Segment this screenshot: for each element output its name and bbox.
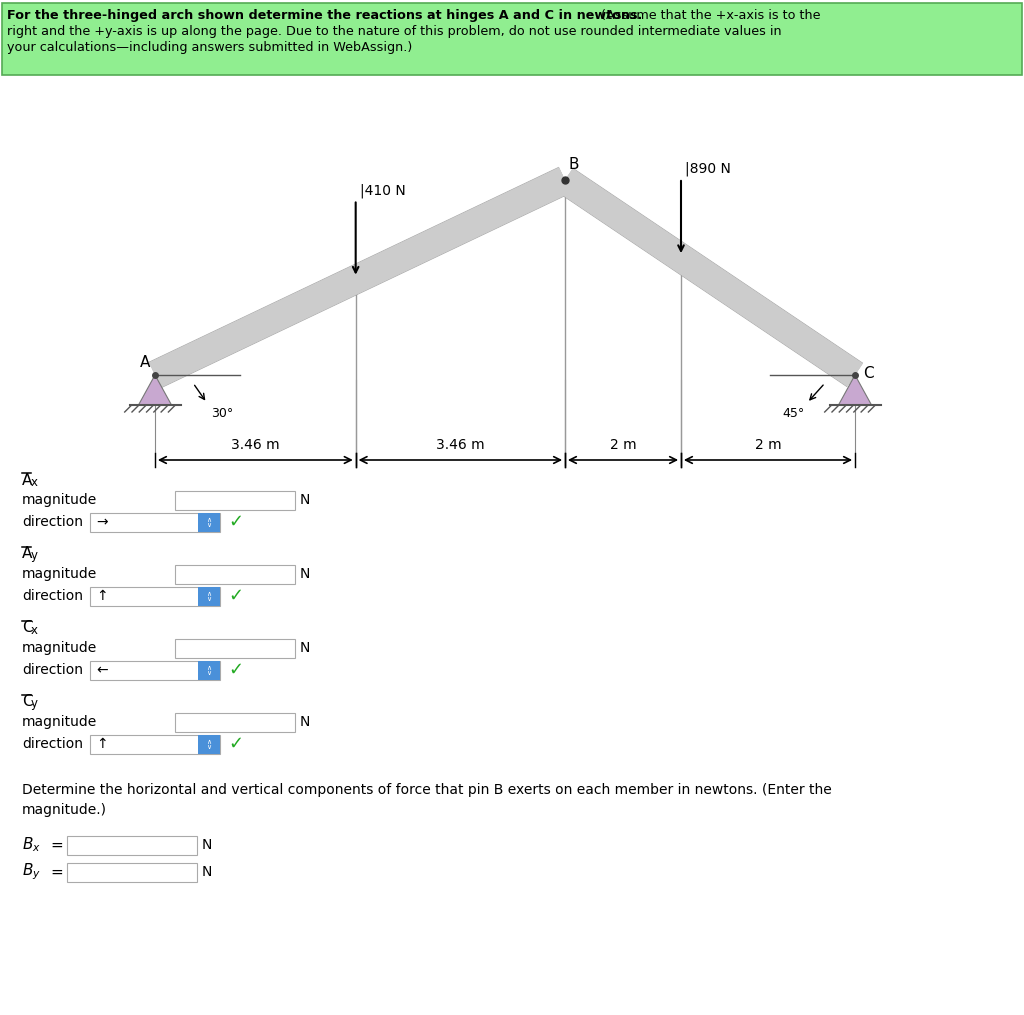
Text: N: N	[202, 838, 212, 852]
Text: x: x	[31, 623, 38, 636]
Text: right and the +y-axis is up along the page. Due to the nature of this problem, d: right and the +y-axis is up along the pa…	[7, 25, 781, 38]
Text: 45°: 45°	[782, 407, 804, 420]
Text: ∨: ∨	[207, 596, 212, 602]
Text: ∧: ∧	[207, 739, 212, 745]
FancyBboxPatch shape	[67, 835, 197, 855]
Text: ✓: ✓	[228, 513, 243, 531]
Text: ✓: ✓	[228, 735, 243, 753]
Text: =: =	[50, 837, 62, 853]
Text: ✓: ✓	[228, 661, 243, 679]
Text: N: N	[300, 567, 310, 581]
Polygon shape	[839, 375, 871, 405]
FancyBboxPatch shape	[198, 661, 220, 679]
Text: C: C	[863, 365, 873, 381]
Text: 2 m: 2 m	[609, 438, 636, 452]
Text: direction: direction	[22, 663, 83, 677]
Text: $B_y$: $B_y$	[22, 862, 41, 882]
Text: ∨: ∨	[207, 670, 212, 676]
Text: N: N	[300, 715, 310, 729]
Text: C: C	[22, 620, 33, 635]
Text: |410 N: |410 N	[359, 183, 406, 198]
FancyBboxPatch shape	[67, 863, 197, 881]
Text: N: N	[300, 641, 310, 655]
Text: ∨: ∨	[207, 522, 212, 528]
Text: →: →	[96, 515, 108, 529]
Text: A: A	[139, 355, 150, 370]
FancyBboxPatch shape	[90, 513, 220, 532]
Text: y: y	[31, 697, 38, 710]
FancyBboxPatch shape	[90, 661, 220, 679]
FancyBboxPatch shape	[175, 713, 295, 732]
Text: Determine the horizontal and vertical components of force that pin B exerts on e: Determine the horizontal and vertical co…	[22, 783, 831, 797]
FancyBboxPatch shape	[175, 490, 295, 510]
Text: B: B	[569, 157, 580, 172]
FancyBboxPatch shape	[90, 587, 220, 606]
Text: direction: direction	[22, 589, 83, 603]
Text: ∧: ∧	[207, 517, 212, 523]
Text: A: A	[22, 473, 33, 487]
Text: |890 N: |890 N	[685, 161, 731, 176]
Text: direction: direction	[22, 737, 83, 751]
Text: N: N	[202, 865, 212, 879]
FancyBboxPatch shape	[90, 735, 220, 753]
Text: magnitude: magnitude	[22, 493, 97, 508]
Text: ↑: ↑	[96, 737, 108, 751]
Text: ←: ←	[96, 663, 108, 677]
Text: (Assume that the +x-axis is to the: (Assume that the +x-axis is to the	[597, 9, 820, 22]
Text: =: =	[50, 865, 62, 880]
Text: A: A	[22, 546, 33, 561]
FancyBboxPatch shape	[198, 735, 220, 753]
FancyBboxPatch shape	[175, 638, 295, 658]
Text: ∧: ∧	[207, 665, 212, 671]
Text: magnitude: magnitude	[22, 715, 97, 729]
Text: $B_x$: $B_x$	[22, 835, 41, 855]
Text: magnitude.): magnitude.)	[22, 803, 106, 817]
Text: 3.46 m: 3.46 m	[436, 438, 484, 452]
Text: ∧: ∧	[207, 591, 212, 597]
Text: magnitude: magnitude	[22, 641, 97, 655]
Text: ↑: ↑	[96, 589, 108, 603]
FancyBboxPatch shape	[198, 587, 220, 606]
FancyBboxPatch shape	[2, 3, 1022, 75]
Text: For the three-hinged arch shown determine the reactions at hinges A and C in new: For the three-hinged arch shown determin…	[7, 9, 642, 22]
Text: x: x	[31, 475, 38, 488]
Text: your calculations—including answers submitted in WebAssign.): your calculations—including answers subm…	[7, 41, 413, 54]
Text: ✓: ✓	[228, 587, 243, 605]
Text: y: y	[31, 549, 38, 562]
Text: C: C	[22, 694, 33, 709]
Text: N: N	[300, 493, 310, 508]
Text: 3.46 m: 3.46 m	[231, 438, 280, 452]
Text: ∨: ∨	[207, 744, 212, 750]
Text: magnitude: magnitude	[22, 567, 97, 581]
Text: 2 m: 2 m	[755, 438, 781, 452]
FancyBboxPatch shape	[175, 564, 295, 584]
FancyBboxPatch shape	[198, 513, 220, 532]
Polygon shape	[138, 375, 171, 405]
Text: direction: direction	[22, 515, 83, 529]
Text: 30°: 30°	[211, 407, 233, 420]
